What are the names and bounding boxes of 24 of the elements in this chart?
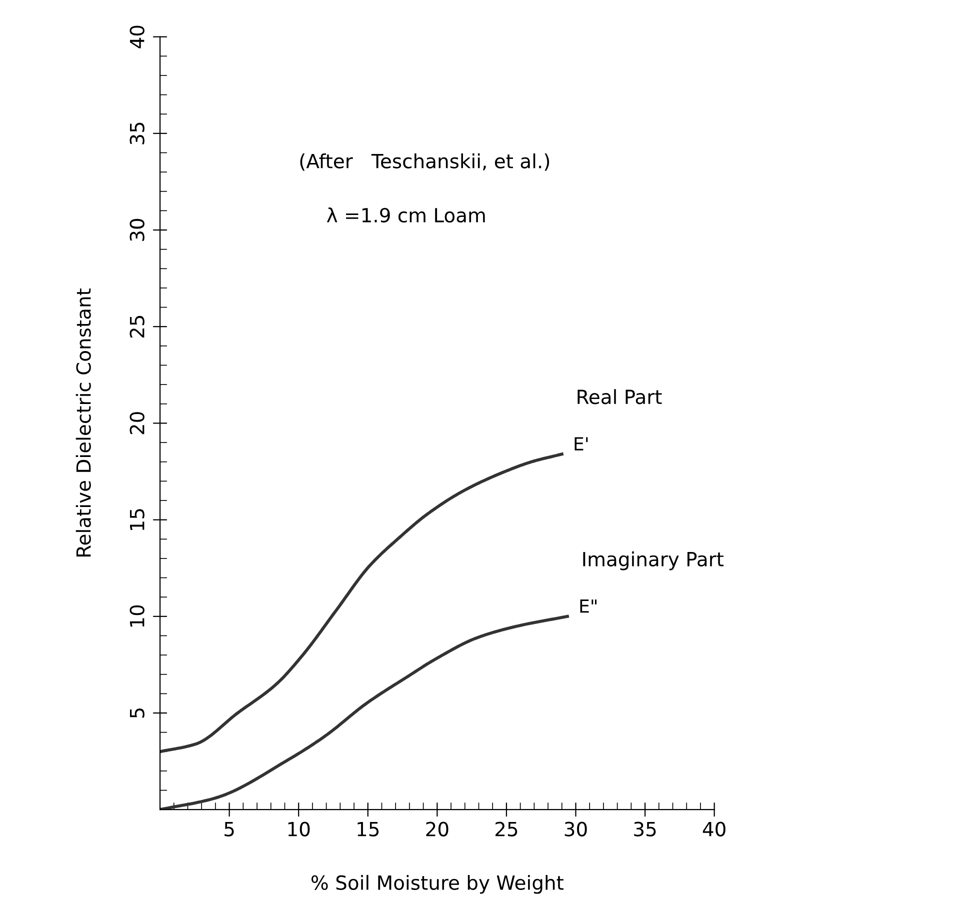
y-tick-label: 30: [130, 218, 144, 241]
annotation: Imaginary Part: [583, 551, 724, 570]
y-tick-label: 20: [130, 412, 144, 434]
x-tick-label: 5: [224, 822, 234, 836]
x-tick-label: 10: [288, 822, 310, 836]
y-tick-label: 35: [130, 122, 144, 144]
y-tick-label: 15: [130, 509, 144, 530]
x-tick-label: 20: [426, 822, 448, 836]
y-tick-label: 5: [130, 708, 144, 718]
x-tick-label: 30: [564, 822, 587, 836]
annotation: (After Teschanskii, et al.): [300, 153, 550, 171]
x-tick-label: 25: [496, 822, 518, 836]
y-tick-label: 10: [130, 605, 144, 627]
series-label: E": [580, 599, 596, 613]
x-tick-label: 40: [702, 822, 726, 836]
y-axis-title: Relative Dielectric Constant: [76, 288, 91, 556]
annotation: Real Part: [578, 389, 662, 404]
annotation: λ =1.9 cm Loam: [326, 207, 485, 223]
x-tick-label: 15: [358, 822, 379, 836]
series-label: E': [574, 437, 588, 450]
y-tick-label: 25: [130, 316, 144, 338]
x-axis-title: % Soil Moisture by Weight: [311, 874, 564, 894]
x-tick-label: 35: [634, 822, 656, 836]
y-tick-label: 40: [130, 26, 144, 48]
